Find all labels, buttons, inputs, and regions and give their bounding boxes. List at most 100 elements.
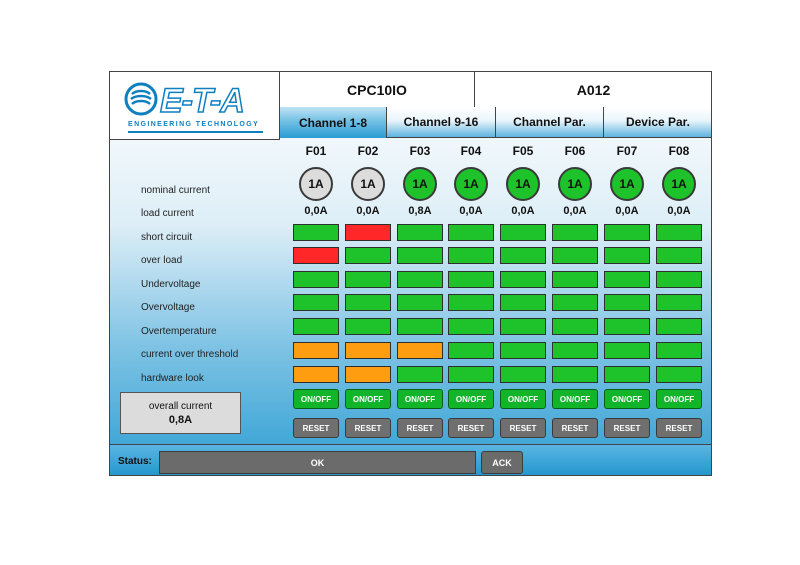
status-indicator-current-over-threshold [397, 342, 443, 359]
device-name: CPC10IO [280, 72, 475, 108]
row-label-current-over-threshold: current over threshold [141, 349, 239, 360]
eta-logo-mark-icon [124, 82, 158, 116]
status-indicator-short-circuit [448, 224, 494, 241]
status-indicator-overvoltage [604, 294, 650, 311]
status-label: Status: [118, 456, 152, 467]
nominal-current-indicator: 1A [403, 167, 437, 201]
status-indicator-over-load [604, 247, 650, 264]
status-indicator-overvoltage [345, 294, 391, 311]
tab-channel-9-16[interactable]: Channel 9-16 [387, 107, 496, 138]
on-off-button[interactable]: ON/OFF [604, 389, 650, 409]
status-indicator-overtemperature [552, 318, 598, 335]
nominal-current-indicator: 1A [506, 167, 540, 201]
status-indicator-hardware-look [604, 366, 650, 383]
status-indicator-hardware-look [448, 366, 494, 383]
nominal-current-indicator: 1A [558, 167, 592, 201]
status-indicator-hardware-look [500, 366, 546, 383]
status-indicator-overvoltage [552, 294, 598, 311]
tab-channel-1-8[interactable]: Channel 1-8 [280, 107, 387, 138]
status-indicator-undervoltage [293, 271, 339, 288]
load-current-value: 0,0A [356, 205, 380, 217]
status-indicator-over-load [552, 247, 598, 264]
channel-header: F01 [305, 144, 327, 158]
status-indicator-overtemperature [448, 318, 494, 335]
status-indicator-hardware-look [656, 366, 702, 383]
status-indicator-hardware-look [293, 366, 339, 383]
reset-button[interactable]: RESET [552, 418, 598, 438]
status-indicator-overvoltage [656, 294, 702, 311]
status-indicator-current-over-threshold [604, 342, 650, 359]
reset-button[interactable]: RESET [293, 418, 339, 438]
row-label-overvoltage: Overvoltage [141, 302, 195, 313]
status-indicator-current-over-threshold [345, 342, 391, 359]
load-current-value: 0,0A [304, 205, 328, 217]
on-off-button[interactable]: ON/OFF [656, 389, 702, 409]
overall-current-value: 0,8A [168, 413, 193, 426]
status-indicator-current-over-threshold [500, 342, 546, 359]
logo-wordmark: E-T-A [159, 81, 245, 121]
ack-button[interactable]: ACK [481, 451, 523, 474]
nominal-current-indicator: 1A [662, 167, 696, 201]
overall-current-label: overall current [148, 400, 213, 412]
device-code: A012 [475, 72, 711, 108]
status-indicator-undervoltage [656, 271, 702, 288]
reset-button[interactable]: RESET [500, 418, 546, 438]
row-label-undervoltage: Undervoltage [141, 279, 201, 290]
on-off-button[interactable]: ON/OFF [448, 389, 494, 409]
status-indicator-over-load [656, 247, 702, 264]
status-indicator-overvoltage [500, 294, 546, 311]
row-label-load-current: load current [141, 208, 194, 219]
reset-button[interactable]: RESET [604, 418, 650, 438]
channel-header: F06 [564, 144, 586, 158]
on-off-button[interactable]: ON/OFF [500, 389, 546, 409]
channel-header: F08 [668, 144, 690, 158]
row-label-nominal-current: nominal current [141, 185, 210, 196]
status-indicator-undervoltage [604, 271, 650, 288]
status-indicator-current-over-threshold [448, 342, 494, 359]
status-indicator-short-circuit [604, 224, 650, 241]
status-indicator-overtemperature [500, 318, 546, 335]
load-current-value: 0,0A [511, 205, 535, 217]
status-indicator-over-load [448, 247, 494, 264]
nominal-current-indicator: 1A [454, 167, 488, 201]
on-off-button[interactable]: ON/OFF [293, 389, 339, 409]
status-indicator-short-circuit [500, 224, 546, 241]
reset-button[interactable]: RESET [656, 418, 702, 438]
status-indicator-overvoltage [397, 294, 443, 311]
status-indicator-current-over-threshold [656, 342, 702, 359]
status-indicator-overvoltage [293, 294, 339, 311]
load-current-value: 0,0A [459, 205, 483, 217]
reset-button[interactable]: RESET [345, 418, 391, 438]
status-indicator-undervoltage [500, 271, 546, 288]
status-indicator-short-circuit [397, 224, 443, 241]
row-label-hardware-look: hardware look [141, 373, 204, 384]
on-off-button[interactable]: ON/OFF [345, 389, 391, 409]
overall-current-box: overall current 0,8A [120, 392, 241, 434]
on-off-button[interactable]: ON/OFF [552, 389, 598, 409]
status-field: OK [159, 451, 476, 474]
nominal-current-indicator: 1A [610, 167, 644, 201]
reset-button[interactable]: RESET [448, 418, 494, 438]
status-indicator-overtemperature [345, 318, 391, 335]
status-indicator-overtemperature [656, 318, 702, 335]
on-off-button[interactable]: ON/OFF [397, 389, 443, 409]
status-bar: Status: OK ACK [110, 444, 711, 475]
nominal-current-indicator: 1A [299, 167, 333, 201]
load-current-value: 0,8A [408, 205, 432, 217]
status-indicator-hardware-look [552, 366, 598, 383]
control-panel: E-T-A ENGINEERING TECHNOLOGY CPC10IO A01… [109, 71, 712, 476]
status-indicator-undervoltage [345, 271, 391, 288]
channel-header: F03 [409, 144, 431, 158]
load-current-value: 0,0A [563, 205, 587, 217]
nominal-current-indicator: 1A [351, 167, 385, 201]
tab-device-parameters[interactable]: Device Par. [604, 107, 711, 138]
status-indicator-overtemperature [397, 318, 443, 335]
logo-box: E-T-A ENGINEERING TECHNOLOGY [110, 72, 280, 140]
status-indicator-overtemperature [604, 318, 650, 335]
reset-button[interactable]: RESET [397, 418, 443, 438]
load-current-value: 0,0A [667, 205, 691, 217]
load-current-value: 0,0A [615, 205, 639, 217]
tab-channel-parameters[interactable]: Channel Par. [496, 107, 604, 138]
logo-subtitle: ENGINEERING TECHNOLOGY [128, 121, 260, 128]
status-indicator-over-load [345, 247, 391, 264]
